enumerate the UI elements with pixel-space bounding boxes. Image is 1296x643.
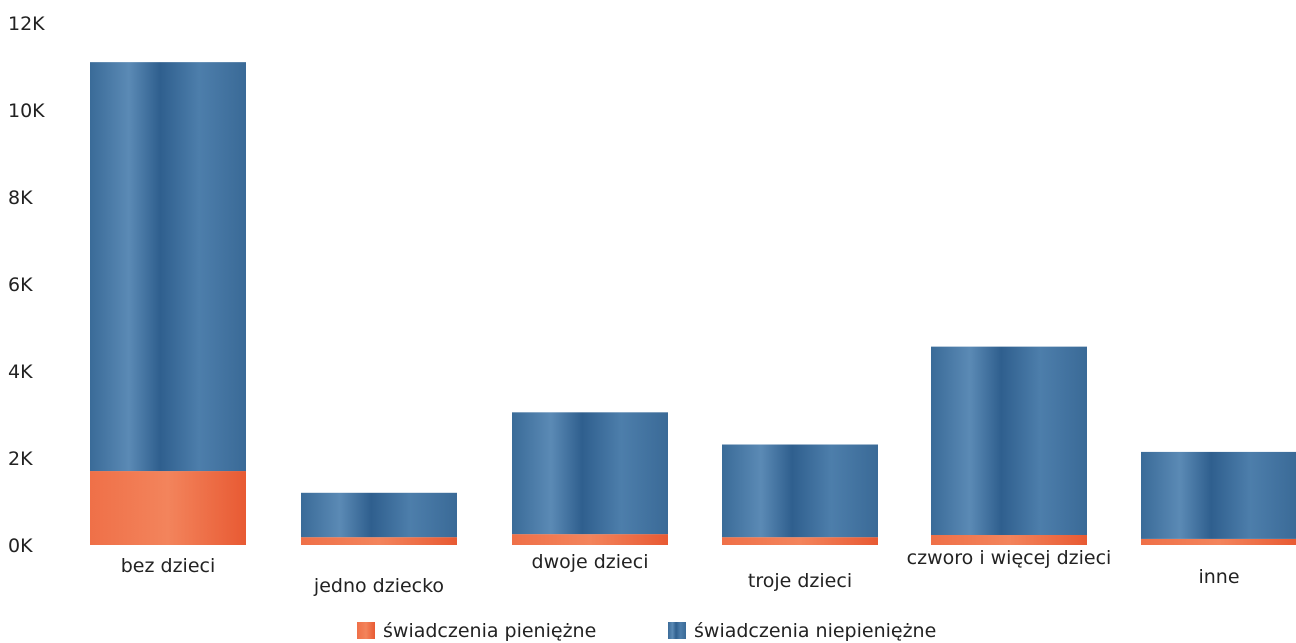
bar-segment <box>1141 451 1296 539</box>
category-labels: bez dzieci jedno dziecko dwoje dzieci troje… <box>121 547 1240 597</box>
bar-segment <box>512 412 668 535</box>
bars <box>90 62 1296 545</box>
y-tick-label: 10K <box>8 100 45 122</box>
bar-segment <box>512 534 668 545</box>
category-label: dwoje dzieci <box>532 551 649 573</box>
bar-segment <box>931 534 1087 545</box>
bar-segment <box>301 492 457 538</box>
category-label: inne <box>1198 566 1239 588</box>
bar-segment <box>301 537 457 545</box>
bar-segment <box>931 346 1087 535</box>
y-tick-label: 6K <box>8 274 33 296</box>
legend-swatch <box>357 622 375 639</box>
bar-segment <box>90 471 246 545</box>
category-label: bez dzieci <box>121 555 216 577</box>
bar-segment <box>1141 538 1296 545</box>
legend-label: świadczenia pieniężne <box>383 620 596 642</box>
category-label: czworo i więcej dzieci <box>907 547 1112 569</box>
y-axis: 0K 2K 4K 6K 8K 10K 12K <box>8 13 45 557</box>
legend: świadczenia pieniężne świadczenia niepien… <box>357 620 936 642</box>
category-label: jedno dziecko <box>313 575 444 597</box>
legend-label: świadczenia niepieniężne <box>694 620 936 642</box>
bar-segment <box>90 62 246 472</box>
y-tick-label: 2K <box>8 448 33 470</box>
bar-segment <box>722 537 878 545</box>
y-tick-label: 0K <box>8 535 33 557</box>
legend-swatch <box>668 622 686 639</box>
y-tick-label: 4K <box>8 361 33 383</box>
y-tick-label: 8K <box>8 187 33 209</box>
bar-segment <box>722 444 878 538</box>
category-label: troje dzieci <box>748 570 852 592</box>
y-tick-label: 12K <box>8 13 45 35</box>
